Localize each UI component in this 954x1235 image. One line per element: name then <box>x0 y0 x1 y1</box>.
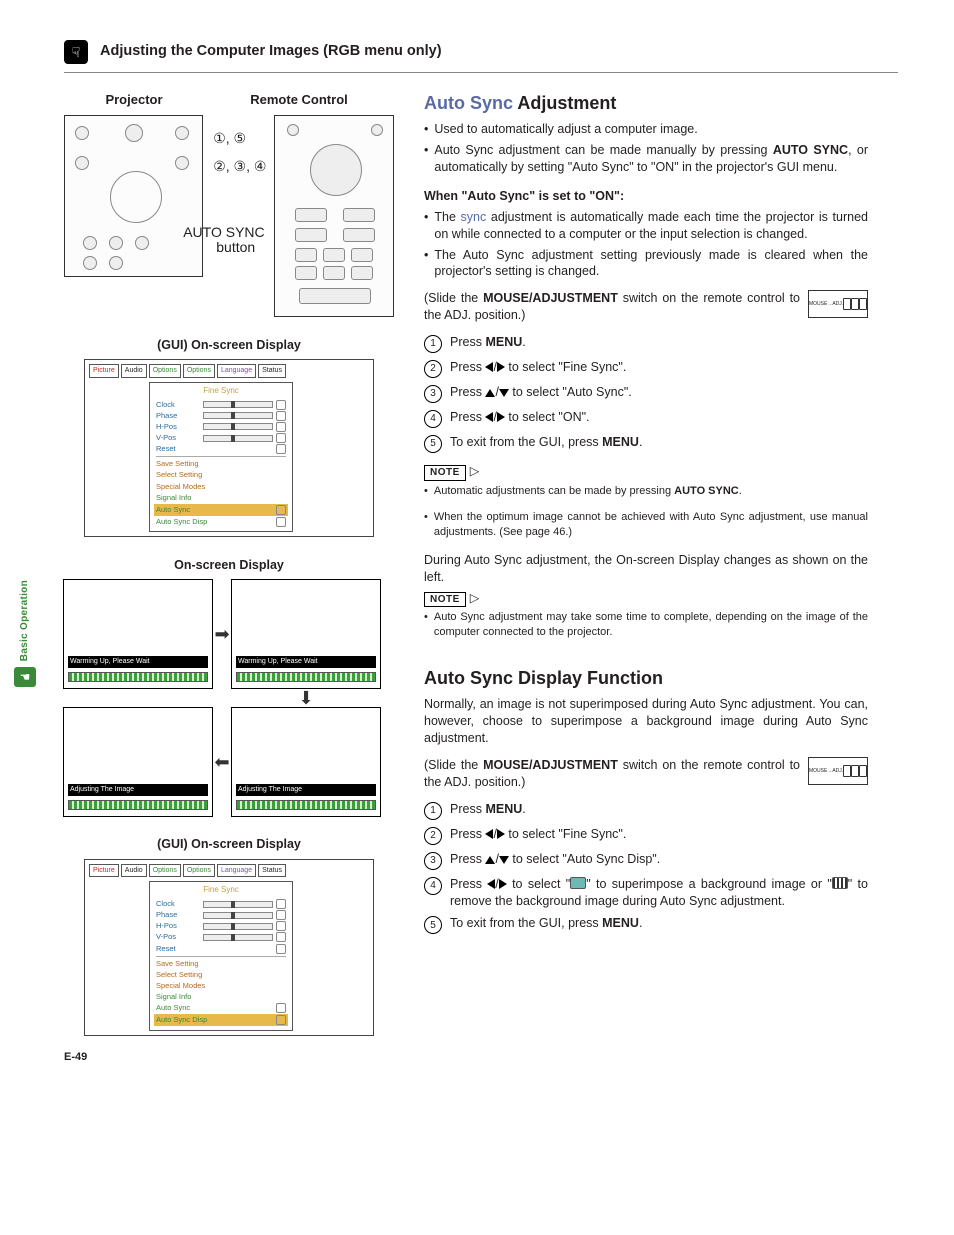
remote-panel <box>274 115 394 317</box>
intro-text: Normally, an image is not superimposed d… <box>424 696 868 747</box>
osd-frame: Adjusting The Image <box>63 707 213 817</box>
slide-instruction: (Slide the MOUSE/ADJUSTMENT switch on th… <box>424 757 868 791</box>
switch-icon: MOUSE→ADJ. <box>808 290 868 318</box>
gui-tab: Options <box>183 364 215 377</box>
sidebar: Basic Operation ☚ <box>14 580 36 687</box>
gui-menu-1: Picture Audio Options Options Language S… <box>84 359 374 537</box>
background-off-icon <box>832 877 848 889</box>
osd-frame: Warming Up, Please Wait <box>231 579 381 689</box>
background-on-icon <box>570 877 586 889</box>
osd-sequence: Warming Up, Please Wait ➡ Warming Up, Pl… <box>64 580 394 816</box>
osd-frame: Warming Up, Please Wait <box>63 579 213 689</box>
arrow-right-icon: ➡ <box>214 622 229 646</box>
gui-tab: Options <box>149 364 181 377</box>
device-labels: Projector Remote Control <box>64 91 394 109</box>
page-title: Adjusting the Computer Images (RGB menu … <box>100 42 442 62</box>
remote-label: Remote Control <box>204 91 394 109</box>
osd-frame: Adjusting The Image <box>231 707 381 817</box>
page-number: E-49 <box>64 1050 87 1065</box>
bullet: Auto Sync adjustment can be made manuall… <box>424 142 868 176</box>
pointer-icon: ☟ <box>64 40 88 64</box>
gui-title-2: (GUI) On-screen Display <box>64 836 394 853</box>
note-block: NOTE▷ <box>424 463 868 481</box>
device-diagram: ①, ⑤ ②, ③, ④ AUTO SYNC button <box>64 115 394 317</box>
gui-tab: Status <box>258 364 286 377</box>
gui-tab: Audio <box>121 364 147 377</box>
gui-tab: Picture <box>89 364 119 377</box>
steps-list-2: 1Press MENU. 2Press / to select "Fine Sy… <box>424 801 868 935</box>
arrow-left-icon: ⬅ <box>214 750 229 774</box>
when-heading: When "Auto Sync" is set to "ON": <box>424 188 868 205</box>
page-header: ☟ Adjusting the Computer Images (RGB men… <box>64 40 898 73</box>
hand-icon: ☚ <box>14 667 36 687</box>
bullet: Used to automatically adjust a computer … <box>424 121 868 138</box>
section-2-title: Auto Sync Display Function <box>424 666 868 690</box>
slide-instruction: (Slide the MOUSE/ADJUSTMENT switch on th… <box>424 290 868 324</box>
projector-label: Projector <box>64 91 204 109</box>
callout-autosync: AUTO SYNC button <box>183 225 255 256</box>
gui-menu-2: Picture Audio Options Options Language S… <box>84 859 374 1037</box>
callout-234: ②, ③, ④ <box>213 157 266 176</box>
gui-title-1: (GUI) On-screen Display <box>64 337 394 354</box>
osd-title: On-screen Display <box>64 557 394 574</box>
callout-15: ①, ⑤ <box>213 129 246 148</box>
gui-tab: Language <box>217 364 256 377</box>
steps-list-1: 1Press MENU. 2Press / to select "Fine Sy… <box>424 334 868 453</box>
sidebar-label: Basic Operation <box>18 580 32 661</box>
section-1-title: Auto Sync Adjustment <box>424 91 868 115</box>
bullet: The sync adjustment is automatically mad… <box>424 209 868 243</box>
note-block: NOTE▷ <box>424 590 868 608</box>
bullet: The Auto Sync adjustment setting previou… <box>424 247 868 281</box>
during-text: During Auto Sync adjustment, the On-scre… <box>424 552 868 586</box>
switch-icon: MOUSE→ADJ. <box>808 757 868 785</box>
